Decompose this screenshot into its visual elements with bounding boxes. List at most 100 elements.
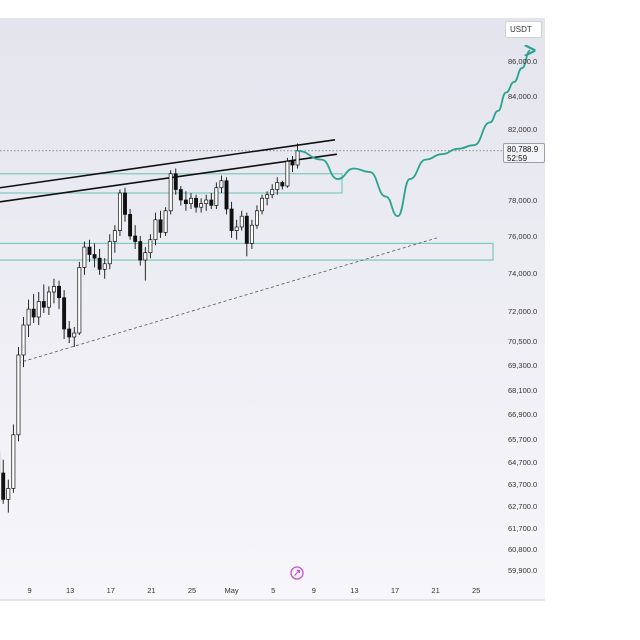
candle (255, 205, 259, 229)
y-tick-label: 59,900.0 (508, 566, 537, 575)
candle (158, 210, 163, 238)
y-tick-label: 78,000.0 (508, 196, 537, 205)
candle (239, 210, 244, 231)
current-price-value: 80,788.9 (507, 145, 539, 154)
candle (112, 225, 117, 253)
x-tick-label: May (225, 586, 239, 595)
candle (21, 317, 26, 368)
candle (123, 187, 127, 222)
candle (173, 168, 178, 195)
candle (102, 258, 107, 279)
candle (92, 243, 97, 268)
candle (234, 219, 239, 240)
candle (148, 234, 153, 259)
candle (199, 198, 204, 213)
candle (82, 241, 87, 275)
candle (72, 327, 77, 347)
candle (260, 194, 264, 215)
candle (77, 261, 82, 335)
candle (128, 209, 133, 240)
candle (31, 293, 36, 323)
lower-trendline (0, 153, 338, 203)
candle (36, 292, 41, 325)
x-tick-label: 9 (28, 586, 32, 595)
candle (26, 299, 31, 337)
candle (1, 459, 6, 504)
candle (57, 280, 61, 310)
candle (275, 177, 280, 195)
candle (290, 156, 295, 172)
y-tick-label: 65,700.0 (508, 435, 537, 444)
y-tick-label: 60,800.0 (508, 545, 537, 554)
current-price-tag: 80,788.9 52:59 (503, 143, 545, 163)
projected-price-path (297, 51, 531, 218)
candle (117, 189, 122, 236)
y-tick-label: 64,700.0 (508, 458, 537, 467)
x-tick-label: 9 (312, 586, 316, 595)
candle (189, 193, 193, 209)
candle (183, 191, 188, 211)
x-tick-label: 25 (188, 586, 196, 595)
candle (285, 157, 290, 188)
candle (16, 347, 21, 442)
tradingview-logo-icon[interactable] (290, 566, 304, 580)
candle (244, 212, 249, 257)
currency-label: USDT (510, 25, 532, 34)
x-tick-label: 5 (271, 586, 275, 595)
candle-countdown: 52:59 (507, 154, 528, 163)
support-trendline (17, 237, 438, 364)
y-tick-label: 84,000.0 (508, 92, 537, 101)
candle (209, 193, 214, 209)
x-tick-label: 21 (431, 586, 439, 595)
y-tick-label: 76,000.0 (508, 232, 537, 241)
x-tick-label: 13 (350, 586, 358, 595)
candle (153, 212, 158, 246)
upper-trendline (0, 139, 336, 189)
x-tick-label: 17 (107, 586, 115, 595)
candle (178, 186, 183, 206)
y-tick-label: 86,000.0 (508, 57, 537, 66)
candle (204, 194, 209, 211)
y-tick-label: 66,900.0 (508, 410, 537, 419)
y-tick-label: 72,000.0 (508, 307, 537, 316)
candle (133, 225, 138, 249)
x-tick-label: 13 (66, 586, 74, 595)
plot-background (0, 18, 545, 600)
candle (280, 180, 285, 190)
candle (194, 194, 199, 213)
candle (219, 175, 224, 193)
y-tick-label: 69,300.0 (508, 361, 537, 370)
candle (143, 247, 148, 281)
candle (52, 278, 56, 304)
candle (265, 191, 270, 206)
x-tick-label: 21 (147, 586, 155, 595)
y-tick-label: 63,700.0 (508, 480, 537, 489)
candle (6, 479, 11, 513)
candle (67, 321, 72, 343)
x-tick-label: 17 (391, 586, 399, 595)
candle (138, 236, 143, 266)
candle (270, 184, 275, 199)
candle (62, 290, 67, 339)
candle (97, 248, 102, 275)
y-tick-label: 70,500.0 (508, 337, 537, 346)
y-tick-label: 61,700.0 (508, 524, 537, 533)
candle (46, 286, 51, 315)
candle (41, 284, 46, 313)
candle (168, 170, 173, 215)
candle (163, 207, 168, 236)
candle (11, 424, 16, 493)
x-tick-label: 25 (472, 586, 480, 595)
candle (229, 201, 234, 238)
candle (214, 182, 219, 209)
candle (107, 234, 112, 270)
y-tick-label: 68,100.0 (508, 386, 537, 395)
candle (224, 177, 229, 215)
currency-selector[interactable]: USDT (505, 21, 542, 38)
candle (87, 239, 92, 262)
y-tick-label: 74,000.0 (508, 269, 537, 278)
y-tick-label: 62,700.0 (508, 502, 537, 511)
candle (249, 219, 254, 249)
